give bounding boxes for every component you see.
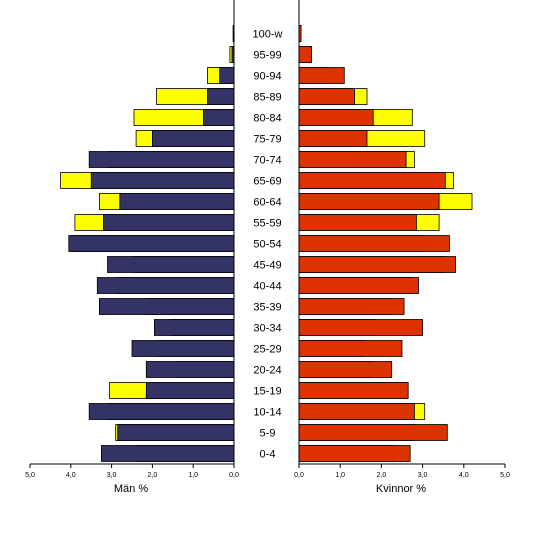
age-group-label: 0-4 — [260, 449, 276, 461]
age-group-label: 95-99 — [253, 50, 281, 62]
right-axis-title: Kvinnor % — [376, 483, 426, 495]
right-tick-label: 3,0 — [418, 472, 428, 479]
left-bar-35-39-s1 — [99, 298, 235, 315]
right-bar-45-49-s3 — [298, 256, 457, 273]
right-bar-25-29-s3 — [298, 340, 403, 357]
age-group-label: 90-94 — [253, 71, 281, 83]
left-bar-50-54-s1 — [68, 235, 235, 252]
age-group-label: 30-34 — [253, 323, 281, 335]
left-bar-15-19-s1 — [145, 382, 235, 399]
left-tick-label: 1,0 — [188, 472, 198, 479]
right-bar-5-9-s3 — [298, 424, 448, 441]
age-group-label: 15-19 — [253, 386, 281, 398]
right-tick-label: 4,0 — [459, 472, 469, 479]
axes-layer: 5,0 4,0 3,0 2,0 1,0 0,0 0,0 1,0 2,0 3,0 4,0 5,0 — [25, 0, 510, 479]
left-axis-title: Män % — [114, 483, 148, 495]
age-group-label: 70-74 — [253, 155, 281, 167]
left-tick-label: 3,0 — [107, 472, 117, 479]
left-tick-label: 4,0 — [66, 472, 76, 479]
right-bar-60-64-s3 — [298, 193, 440, 210]
age-group-label: 50-54 — [253, 239, 281, 251]
right-tick-label: 1,0 — [335, 472, 345, 479]
right-bar-85-89-s3 — [298, 88, 355, 105]
left-tick-label: 0,0 — [229, 472, 239, 479]
age-group-label: 80-84 — [253, 113, 281, 125]
right-tick-label: 0,0 — [294, 472, 304, 479]
left-tick-label: 5,0 — [25, 472, 35, 479]
right-tick-label: 2,0 — [377, 472, 387, 479]
right-bar-95-99-s3 — [298, 46, 312, 63]
right-bar-30-34-s3 — [298, 319, 423, 336]
right-bar-80-84-s3 — [298, 109, 374, 126]
age-group-label: 20-24 — [253, 365, 281, 377]
age-group-label: 65-69 — [253, 176, 281, 188]
left-bar-45-49-s1 — [107, 256, 235, 273]
left-bar-80-84-s1 — [202, 109, 235, 126]
labels-layer: 0-4 5-9 10-14 15-19 20-24 25-29 30-34 35-39 40-4… — [253, 29, 283, 461]
age-group-label: 25-29 — [253, 344, 281, 356]
age-group-label: 45-49 — [253, 260, 281, 272]
left-bar-0-4-s1 — [101, 445, 235, 462]
left-bar-55-59-s1 — [103, 214, 235, 231]
left-bar-5-9-s1 — [117, 424, 235, 441]
right-bar-50-54-s3 — [298, 235, 450, 252]
age-group-label: 60-64 — [253, 197, 281, 209]
left-bar-75-79-s1 — [151, 130, 235, 147]
left-bar-10-14-s1 — [88, 403, 235, 420]
left-tick-label: 2,0 — [148, 472, 158, 479]
right-bar-55-59-s3 — [298, 214, 417, 231]
left-bar-90-94-s1 — [219, 67, 235, 84]
age-group-label: 5-9 — [260, 428, 276, 440]
left-bar-20-24-s1 — [145, 361, 235, 378]
right-bar-65-69-s3 — [298, 172, 446, 189]
left-bar-25-29-s1 — [131, 340, 235, 357]
right-bar-10-14-s3 — [298, 403, 415, 420]
right-bar-70-74-s3 — [298, 151, 407, 168]
age-group-label: 55-59 — [253, 218, 281, 230]
age-group-label: 35-39 — [253, 302, 281, 314]
age-group-label: 85-89 — [253, 92, 281, 104]
left-bar-60-64-s1 — [119, 193, 235, 210]
bars-layer — [60, 25, 473, 462]
age-group-label: 40-44 — [253, 281, 281, 293]
age-group-label: 10-14 — [253, 407, 281, 419]
left-bar-85-89-s1 — [207, 88, 235, 105]
right-bar-35-39-s3 — [298, 298, 405, 315]
right-bar-90-94-s3 — [298, 67, 345, 84]
right-bar-15-19-s3 — [298, 382, 409, 399]
left-bar-40-44-s1 — [96, 277, 235, 294]
right-bar-0-4-s3 — [298, 445, 411, 462]
right-bar-20-24-s3 — [298, 361, 393, 378]
right-bar-40-44-s3 — [298, 277, 419, 294]
age-group-label: 100-w — [253, 29, 283, 41]
right-bar-75-79-s3 — [298, 130, 368, 147]
age-group-label: 75-79 — [253, 134, 281, 146]
left-bar-30-34-s1 — [153, 319, 235, 336]
left-bar-65-69-s1 — [90, 172, 235, 189]
left-bar-70-74-s1 — [88, 151, 235, 168]
right-tick-label: 5,0 — [500, 472, 510, 479]
